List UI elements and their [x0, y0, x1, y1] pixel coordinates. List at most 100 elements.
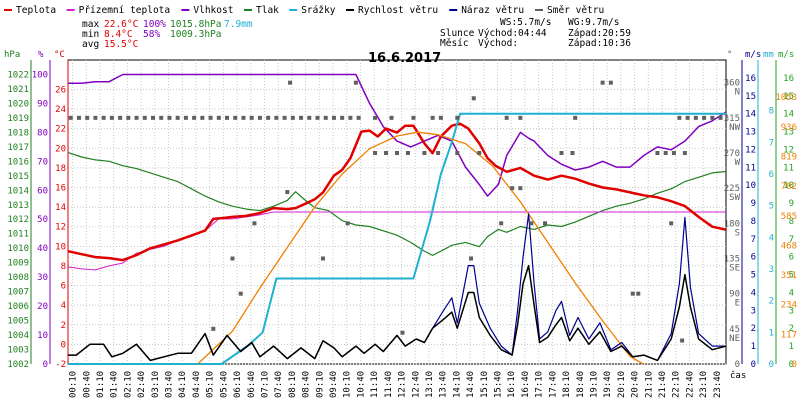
wind_b-tick-label: 12 — [783, 145, 794, 155]
min-humidity: 58% — [143, 29, 160, 40]
wind-direction-point — [477, 150, 482, 155]
wind_b-tick-label: 5 — [789, 271, 794, 281]
direction-tick-label: NE — [729, 334, 740, 344]
temperature-tick-label: 16 — [55, 183, 66, 193]
wind-direction-point — [208, 115, 213, 120]
wind-direction-point — [288, 80, 293, 85]
wind-direction-point — [543, 221, 548, 226]
temperature-tick-label: 4 — [61, 301, 66, 311]
wind_b-tick-label: 8 — [789, 217, 794, 227]
pressure-tick-label: 1006 — [7, 302, 29, 312]
x-tick-label: 14:40 — [466, 371, 476, 398]
degc-unit-label: °C — [54, 50, 65, 60]
wind-direction-point — [384, 150, 389, 155]
moonrise: Východ: — [478, 38, 518, 49]
x-tick-label: 06:40 — [247, 371, 257, 398]
x-tick-label: 18:40 — [576, 371, 586, 398]
rain-tick-label: 0 — [769, 360, 774, 370]
x-tick-label: 11:10 — [370, 371, 380, 398]
wind_a-tick-label: 16 — [745, 74, 756, 84]
wind_a-tick-label: 13 — [745, 128, 756, 138]
wind-direction-point — [126, 115, 131, 120]
wind_b-tick-label: 3 — [789, 306, 794, 316]
wind_a-tick-label: 6 — [751, 253, 756, 263]
sun-label: Slunce — [440, 28, 475, 39]
rain-tick-label: 8 — [769, 107, 774, 117]
wind-direction-point — [118, 115, 123, 120]
wind_b-tick-label: 6 — [789, 253, 794, 263]
wind-direction-point — [710, 115, 715, 120]
pressure-tick-label: 1019 — [7, 114, 29, 124]
moonset: Západ:10:36 — [568, 38, 631, 49]
x-tick-label: 08:40 — [302, 371, 312, 398]
solar-tick-label: 1053 — [775, 93, 797, 103]
wind-direction-point — [685, 115, 690, 120]
x-tick-label: 16:10 — [507, 371, 517, 398]
x-tick-label: 05:40 — [219, 371, 229, 398]
wind-direction-point — [192, 115, 197, 120]
wind-direction-point — [348, 115, 353, 120]
x-tick-label: 10:40 — [356, 371, 366, 398]
wind-direction-point — [455, 150, 460, 155]
wind-direction-point — [85, 115, 90, 120]
humidity-tick-label: 40 — [37, 244, 48, 254]
temperature-tick-label: 8 — [61, 262, 66, 272]
pct-unit-label: % — [38, 50, 44, 60]
pressure-tick-label: 1008 — [7, 273, 29, 283]
sunrise: Východ:04:44 — [478, 28, 547, 39]
x-tick-label: 09:40 — [329, 371, 339, 398]
wind-direction-point — [600, 80, 605, 85]
wind-direction-point — [469, 256, 474, 261]
x-tick-label: 06:10 — [233, 371, 243, 398]
wind-direction-point — [109, 115, 114, 120]
pressure-tick-label: 1022 — [7, 70, 29, 80]
wind-direction-point — [285, 190, 290, 195]
wind-direction-point — [570, 150, 575, 155]
wind-direction-point — [238, 291, 243, 296]
x-tick-label: 02:10 — [123, 371, 133, 398]
wind-direction-point — [142, 115, 147, 120]
wind-direction-point — [518, 115, 523, 120]
stats-block: max 22.6°C 100% 1015.8hPa 7.9mm min 8.4°… — [82, 17, 631, 50]
wind_a-tick-label: 15 — [745, 92, 756, 102]
x-tick-label: 07:40 — [274, 371, 284, 398]
x-tick-label: 04:40 — [192, 371, 202, 398]
solar-tick-label: 468 — [781, 241, 797, 251]
pressure-tick-label: 1011 — [7, 230, 29, 240]
wind_b-tick-label: 7 — [789, 235, 794, 245]
tlak-series-line — [67, 152, 727, 256]
wind-direction-point — [518, 186, 523, 191]
x-tick-label: 15:10 — [480, 371, 490, 398]
wind-direction-point — [559, 150, 564, 155]
direction-tick-label: 270 — [724, 149, 740, 159]
wind-speed-summary: WS:5.7m/s — [500, 17, 551, 28]
legend-label-rychlost: Rychlost větru — [358, 5, 438, 16]
time-axis-label: čas — [730, 370, 746, 381]
legend-label-smer: Směr větru — [547, 5, 604, 16]
avg-temp: 15.5°C — [104, 39, 138, 50]
wind-direction-point — [438, 115, 443, 120]
wind-direction-point — [682, 150, 687, 155]
x-tick-label: 20:10 — [617, 371, 627, 398]
wind-direction-point — [680, 338, 685, 343]
legend-label-vlhkost: Vlhkost — [193, 5, 233, 16]
wind-direction-point — [455, 115, 460, 120]
wind-direction-point — [373, 115, 378, 120]
wind-direction-point — [331, 115, 336, 120]
x-tick-label: 08:10 — [288, 371, 298, 398]
wind_a-tick-label: 7 — [751, 235, 756, 245]
wind_a-tick-label: 12 — [745, 145, 756, 155]
wind_a-tick-label: 9 — [751, 199, 756, 209]
humidity-tick-label: 0 — [43, 360, 48, 370]
x-tick-label: 23:10 — [699, 371, 709, 398]
x-tick-label: 19:40 — [603, 371, 613, 398]
wind-direction-point — [211, 326, 216, 331]
pressure-tick-label: 1016 — [7, 157, 29, 167]
min-label: min — [82, 29, 99, 40]
temperature-tick-label: 14 — [55, 203, 66, 213]
x-tick-label: 12:40 — [411, 371, 421, 398]
wind-direction-point — [274, 115, 279, 120]
wind-direction-point — [677, 115, 682, 120]
pressure-tick-label: 1004 — [7, 331, 29, 341]
wind-direction-point — [702, 115, 707, 120]
